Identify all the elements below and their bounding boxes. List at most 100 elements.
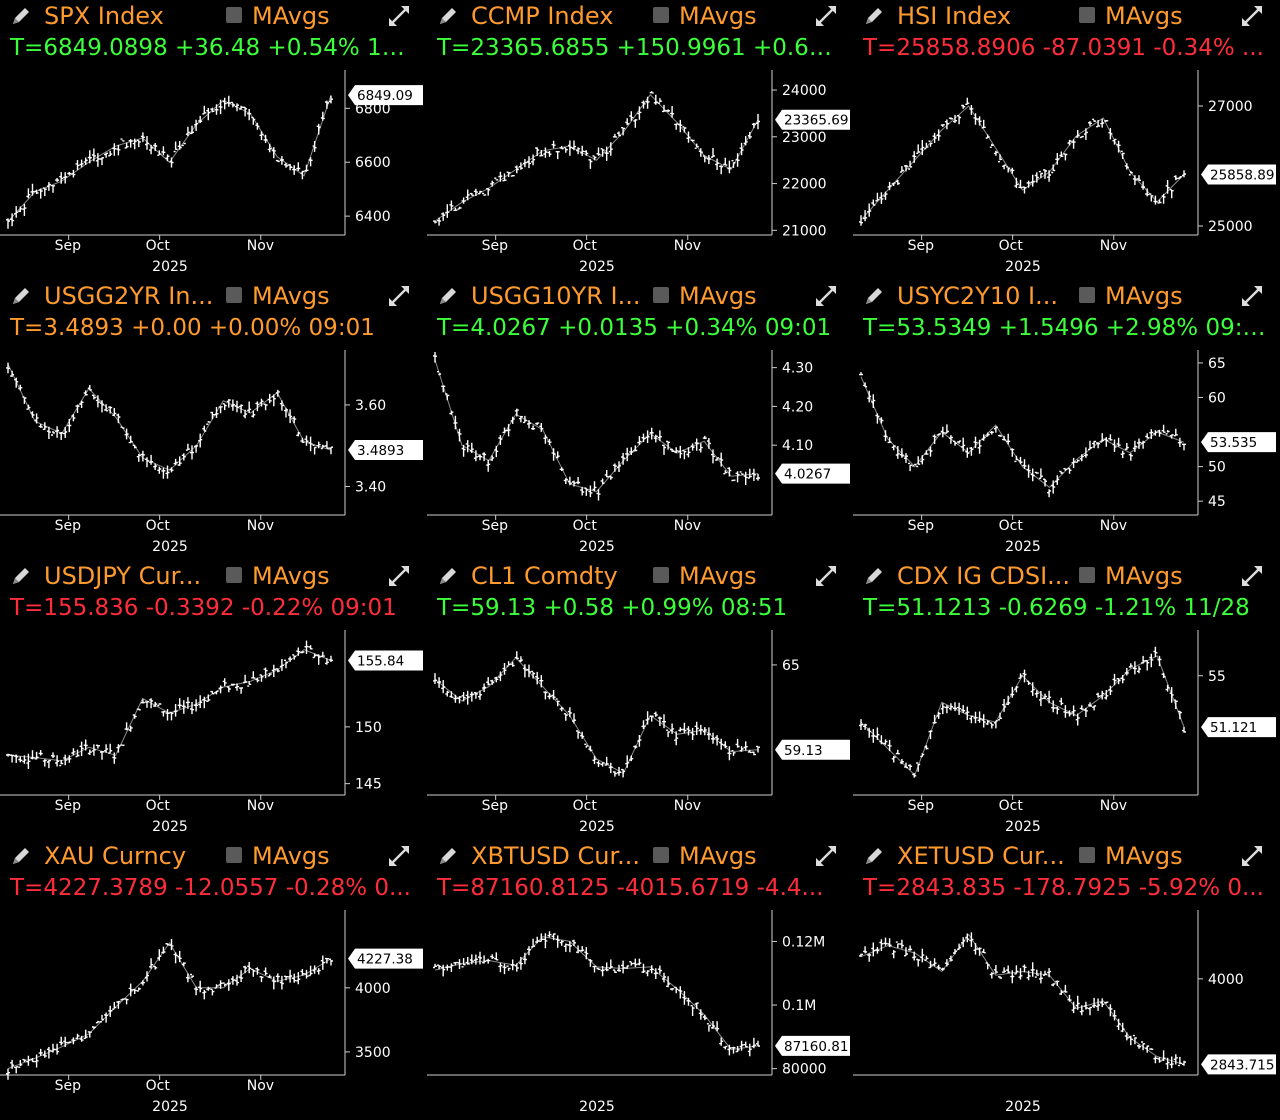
mavgs-toggle[interactable]: MAvgs [1105, 2, 1183, 30]
price-bars [6, 939, 333, 1080]
security-name[interactable]: XAU Curncy [44, 842, 187, 870]
chart-panel[interactable]: XBTUSD Cur... MAvgs T=87160.8125 -4015.671… [427, 840, 853, 1119]
security-name[interactable]: CCMP Index [471, 2, 614, 30]
security-name[interactable]: CDX IG CDSI... [897, 562, 1071, 590]
checkbox-icon[interactable] [1079, 7, 1095, 23]
mavgs-toggle[interactable]: MAvgs [252, 2, 330, 30]
pencil-icon[interactable] [437, 5, 459, 27]
checkbox-icon[interactable] [653, 847, 669, 863]
chart-panel[interactable]: USYC2Y10 I... MAvgs T=53.5349 +1.5496 +2.9… [853, 280, 1279, 559]
security-name[interactable]: USDJPY Cur... [44, 562, 202, 590]
chart-panel[interactable]: XETUSD Cur... MAvgs T=2843.835 -178.7925 -… [853, 840, 1279, 1119]
x-tick-label: Nov [247, 1078, 274, 1094]
expand-icon[interactable] [813, 563, 839, 589]
expand-icon[interactable] [1239, 563, 1265, 589]
pencil-icon[interactable] [10, 565, 32, 587]
chart-panel[interactable]: USGG10YR I... MAvgs T=4.0267 +0.0135 +0.34… [427, 280, 853, 559]
security-name[interactable]: SPX Index [44, 2, 164, 30]
checkbox-icon[interactable] [1079, 287, 1095, 303]
chart-panel[interactable]: CDX IG CDSI... MAvgs T=51.1213 -0.6269 -1.… [853, 560, 1279, 839]
security-name[interactable]: USYC2Y10 I... [897, 282, 1058, 310]
expand-icon[interactable] [386, 3, 412, 29]
pencil-icon[interactable] [863, 845, 885, 867]
checkbox-icon[interactable] [226, 287, 242, 303]
mavgs-toggle[interactable]: MAvgs [679, 2, 757, 30]
pencil-icon[interactable] [863, 565, 885, 587]
mavgs-toggle[interactable]: MAvgs [679, 562, 757, 590]
chart-panel[interactable]: XAU Curncy MAvgs T=4227.3789 -12.0557 -0.2… [0, 840, 426, 1119]
expand-icon[interactable] [386, 563, 412, 589]
mavgs-toggle[interactable]: MAvgs [679, 842, 757, 870]
y-tick-label: 22000 [782, 177, 827, 193]
checkbox-icon[interactable] [653, 287, 669, 303]
security-name[interactable]: XETUSD Cur... [897, 842, 1065, 870]
expand-icon[interactable] [813, 3, 839, 29]
checkbox-icon[interactable] [226, 847, 242, 863]
quote-line: T=87160.8125 -4015.6719 -4.4... [437, 875, 824, 901]
x-tick-label: Oct [573, 238, 598, 254]
year-label: 2025 [1005, 819, 1041, 835]
y-tick-label: 6600 [355, 155, 391, 171]
last-price-tag: 23365.69 [775, 109, 850, 130]
y-tick-label: 4000 [355, 981, 391, 997]
price-bars [859, 372, 1186, 498]
expand-icon[interactable] [386, 283, 412, 309]
mavgs-toggle[interactable]: MAvgs [252, 562, 330, 590]
x-tick-label: Nov [247, 518, 274, 534]
price-line [434, 936, 759, 1051]
expand-icon[interactable] [813, 843, 839, 869]
mavgs-toggle[interactable]: MAvgs [1105, 282, 1183, 310]
x-tick-label: Nov [674, 238, 701, 254]
chart-panel[interactable]: USGG2YR In... MAvgs T=3.4893 +0.00 +0.00% … [0, 280, 426, 559]
security-name[interactable]: CL1 Comdty [471, 562, 618, 590]
chart-panel[interactable]: CL1 Comdty MAvgs T=59.13 +0.58 +0.99% 08:5… [427, 560, 853, 839]
x-tick-label: Sep [55, 238, 82, 254]
security-name[interactable]: HSI Index [897, 2, 1012, 30]
last-price-tag: 51.121 [1201, 717, 1276, 738]
price-line [7, 363, 332, 471]
price-chart: 25000 27000 25858.89 Sep Oct Nov 2025 [853, 70, 1276, 275]
security-name[interactable]: USGG10YR I... [471, 282, 641, 310]
x-tick-label: Sep [55, 798, 82, 814]
price-chart: 80000 0.1M 0.12M 87160.81 2025 [427, 910, 850, 1115]
expand-icon[interactable] [1239, 3, 1265, 29]
chart-panel[interactable]: USDJPY Cur... MAvgs T=155.836 -0.3392 -0.2… [0, 560, 426, 839]
expand-icon[interactable] [1239, 283, 1265, 309]
pencil-icon[interactable] [863, 5, 885, 27]
pencil-icon[interactable] [863, 285, 885, 307]
expand-icon[interactable] [813, 283, 839, 309]
pencil-icon[interactable] [437, 845, 459, 867]
pencil-icon[interactable] [10, 845, 32, 867]
mavgs-toggle[interactable]: MAvgs [1105, 842, 1183, 870]
year-label: 2025 [579, 1099, 615, 1115]
expand-icon[interactable] [1239, 843, 1265, 869]
pencil-icon[interactable] [437, 565, 459, 587]
mavgs-toggle[interactable]: MAvgs [1105, 562, 1183, 590]
pencil-icon[interactable] [10, 5, 32, 27]
mavgs-toggle[interactable]: MAvgs [679, 282, 757, 310]
last-price-label: 51.121 [1210, 720, 1257, 736]
chart-panel[interactable]: SPX Index MAvgs T=6849.0898 +36.48 +0.54% … [0, 0, 426, 279]
checkbox-icon[interactable] [226, 7, 242, 23]
price-line [860, 655, 1185, 776]
last-price-label: 6849.09 [357, 88, 413, 104]
chart-panel[interactable]: CCMP Index MAvgs T=23365.6855 +150.9961 +0… [427, 0, 853, 279]
last-price-tag: 3.4893 [348, 440, 423, 461]
pencil-icon[interactable] [10, 285, 32, 307]
chart-panel[interactable]: HSI Index MAvgs T=25858.8906 -87.0391 -0.3… [853, 0, 1279, 279]
checkbox-icon[interactable] [226, 567, 242, 583]
security-name[interactable]: USGG2YR In... [44, 282, 214, 310]
expand-icon[interactable] [386, 843, 412, 869]
checkbox-icon[interactable] [1079, 567, 1095, 583]
y-tick-label: 150 [355, 720, 382, 736]
checkbox-icon[interactable] [1079, 847, 1095, 863]
mavgs-toggle[interactable]: MAvgs [252, 282, 330, 310]
checkbox-icon[interactable] [653, 567, 669, 583]
pencil-icon[interactable] [437, 285, 459, 307]
security-name[interactable]: XBTUSD Cur... [471, 842, 640, 870]
checkbox-icon[interactable] [653, 7, 669, 23]
year-label: 2025 [1005, 259, 1041, 275]
price-line [434, 359, 759, 493]
mavgs-toggle[interactable]: MAvgs [252, 842, 330, 870]
